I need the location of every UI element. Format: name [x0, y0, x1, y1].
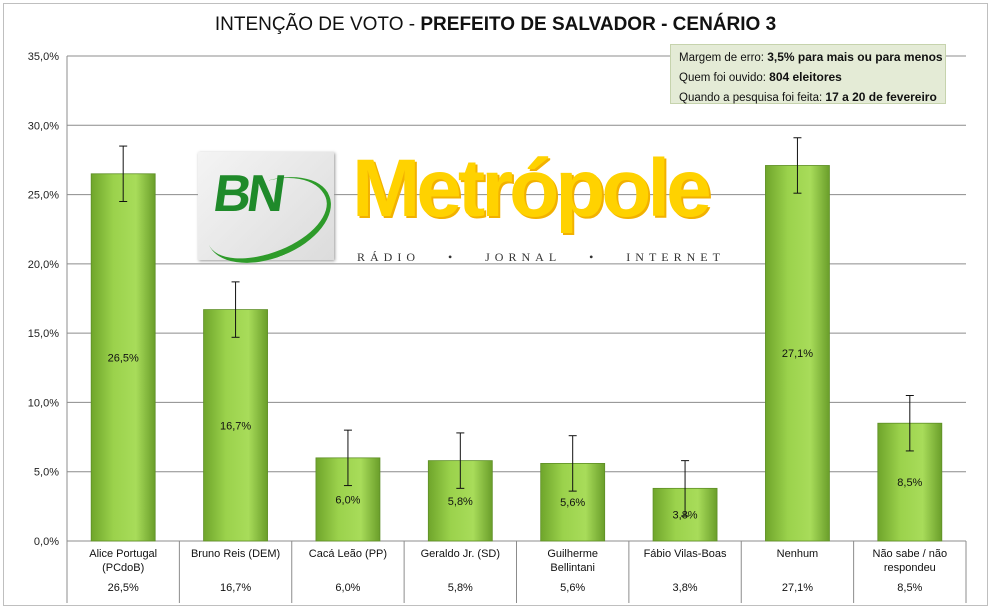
category-label: Guilherme [547, 548, 598, 560]
bar [90, 173, 156, 542]
category-label: Bellintani [550, 562, 595, 574]
bar [765, 165, 830, 542]
category-label: Não sabe / não [873, 548, 948, 560]
table-value: 8,5% [897, 582, 922, 594]
info-sample-value: 804 eleitores [769, 70, 842, 84]
metropole-logo: Metrópole [352, 143, 712, 234]
info-dates: Quando a pesquisa foi feita: 17 a 20 de … [679, 88, 945, 108]
subtitle-jornal: JORNAL [485, 250, 562, 264]
data-label: 26,5% [108, 352, 139, 364]
data-label: 27,1% [782, 348, 813, 360]
table-value: 26,5% [108, 582, 139, 594]
data-label: 16,7% [220, 420, 251, 432]
category-label: Cacá Leão (PP) [309, 548, 387, 560]
y-tick-label: 20,0% [28, 259, 59, 271]
table-value: 5,6% [560, 582, 585, 594]
table-value: 6,0% [335, 582, 360, 594]
category-label: Fábio Vilas-Boas [644, 548, 727, 560]
y-tick-label: 5,0% [34, 467, 59, 479]
data-label: 5,6% [560, 497, 585, 509]
info-dates-value: 17 a 20 de fevereiro [825, 90, 937, 104]
category-label: respondeu [884, 562, 936, 574]
info-sample: Quem foi ouvido: 804 eleitores [679, 68, 945, 88]
category-label: Bruno Reis (DEM) [191, 548, 280, 560]
table-value: 5,8% [448, 582, 473, 594]
table-value: 27,1% [782, 582, 813, 594]
category-label: Nenhum [777, 548, 819, 560]
y-tick-label: 35,0% [28, 51, 59, 63]
info-margin: Margem de erro: 3,5% para mais ou para m… [679, 48, 945, 68]
category-label: Alice Portugal [89, 548, 157, 560]
bar [203, 309, 268, 542]
chart-title-prefix: INTENÇÃO DE VOTO - [214, 14, 421, 35]
subtitle-radio: RÁDIO [357, 250, 420, 264]
y-tick-label: 10,0% [28, 397, 59, 409]
y-tick-label: 0,0% [34, 536, 59, 548]
subtitle-internet: INTERNET [626, 250, 725, 264]
metropole-subtitle: RÁDIO • JORNAL • INTERNET [357, 250, 725, 265]
table-value: 16,7% [220, 582, 251, 594]
info-margin-value: 3,5% para mais ou para menos [767, 50, 943, 64]
info-dates-label: Quando a pesquisa foi feita: [679, 92, 826, 104]
info-margin-label: Margem de erro: [679, 52, 768, 64]
bahia-noticias-logo: BN [194, 152, 344, 280]
subtitle-dot-2: • [589, 250, 599, 264]
data-label: 6,0% [335, 494, 360, 506]
data-label: 5,8% [448, 496, 473, 508]
y-tick-label: 25,0% [28, 190, 59, 202]
survey-info-box: Margem de erro: 3,5% para mais ou para m… [670, 44, 946, 104]
category-label: (PCdoB) [102, 562, 144, 574]
y-tick-label: 15,0% [28, 328, 59, 340]
y-tick-label: 30,0% [28, 120, 59, 132]
data-label: 3,8% [673, 510, 698, 522]
category-label: Geraldo Jr. (SD) [421, 548, 500, 560]
info-sample-label: Quem foi ouvido: [679, 72, 770, 84]
subtitle-dot-1: • [447, 250, 458, 264]
table-value: 3,8% [673, 582, 698, 594]
chart-title-bold: PREFEITO DE SALVADOR - CENÁRIO 3 [420, 14, 777, 35]
data-label: 8,5% [897, 477, 922, 489]
chart-title: INTENÇÃO DE VOTO - PREFEITO DE SALVADOR … [0, 14, 991, 36]
bn-logo-text: BN [209, 165, 286, 223]
